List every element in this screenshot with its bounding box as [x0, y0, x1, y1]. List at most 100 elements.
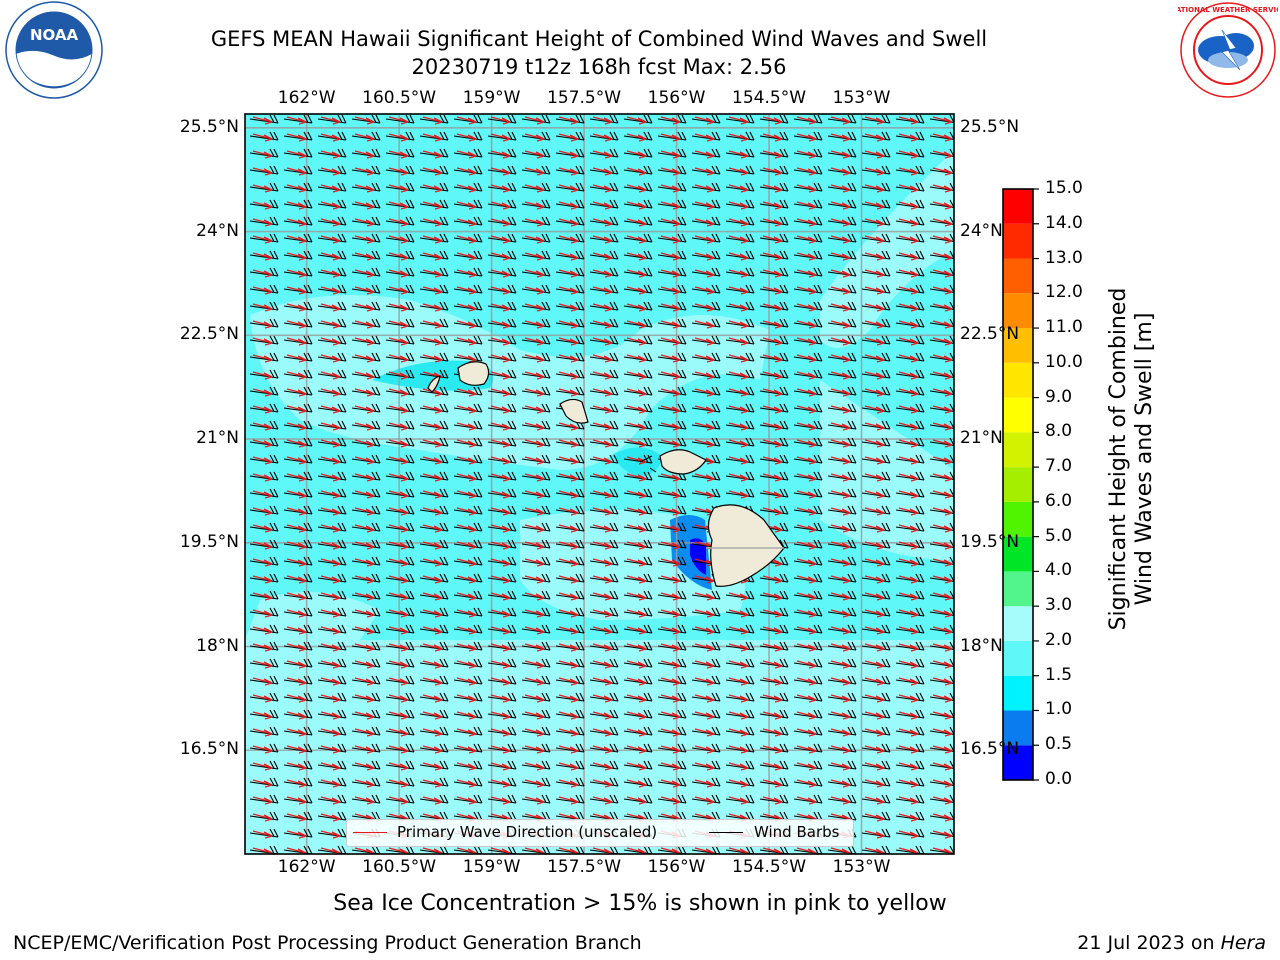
- wind-barb: [589, 233, 619, 243]
- wave-direction-arrow: [456, 337, 477, 346]
- wave-direction-arrow: [456, 677, 477, 686]
- wind-barb: [283, 454, 313, 464]
- wind-barb: [249, 607, 279, 617]
- wind-barb: [351, 182, 381, 192]
- wave-direction-arrow: [932, 524, 953, 533]
- wave-direction-arrow: [524, 201, 545, 210]
- wind-barb: [793, 352, 823, 362]
- wind-barb: [691, 369, 721, 379]
- wind-barb: [555, 386, 585, 396]
- wave-direction-arrow: [422, 694, 443, 703]
- wave-direction-arrow: [660, 184, 681, 193]
- wave-direction-arrow: [524, 796, 545, 805]
- wind-barb: [623, 590, 653, 600]
- wind-barb: [623, 148, 653, 158]
- wind-barb: [827, 352, 857, 362]
- wind-barb: [793, 556, 823, 566]
- wave-direction-arrow: [388, 133, 409, 142]
- wind-barb: [453, 335, 483, 345]
- wave-direction-arrow: [626, 235, 647, 244]
- wave-direction-arrow: [762, 592, 783, 601]
- wave-direction-arrow: [660, 167, 681, 176]
- wave-direction-arrow: [967, 253, 986, 260]
- wave-direction-arrow: [898, 286, 919, 295]
- wave-direction-arrow: [388, 456, 409, 465]
- wave-direction-arrow: [524, 371, 545, 380]
- wave-direction-arrow: [592, 711, 613, 720]
- wind-barb: [283, 590, 313, 600]
- wave-direction-arrow: [728, 762, 749, 771]
- colorbar-segment-16: [1003, 189, 1033, 224]
- wind-barb: [521, 148, 551, 158]
- wind-barb: [657, 369, 687, 379]
- wind-barb: [725, 131, 755, 141]
- wave-direction-arrow: [932, 626, 953, 635]
- wind-barb: [623, 335, 653, 345]
- wind-barb: [283, 165, 313, 175]
- wave-direction-arrow: [864, 745, 885, 754]
- wind-barb: [385, 420, 415, 430]
- wind-barb: [827, 658, 857, 668]
- wave-direction-arrow: [762, 218, 783, 227]
- wind-barb: [351, 148, 381, 158]
- wave-direction-arrow: [660, 320, 681, 329]
- wind-barb: [351, 641, 381, 651]
- wave-direction-arrow: [388, 388, 409, 397]
- wave-direction-arrow: [864, 167, 885, 176]
- wave-direction-arrow: [864, 558, 885, 567]
- wave-direction-arrow: [354, 439, 375, 448]
- wave-direction-arrow: [490, 133, 511, 142]
- colorbar-tick-6: 4.0: [1045, 560, 1073, 581]
- wind-barb: [861, 284, 891, 294]
- wind-barb: [555, 760, 585, 770]
- wave-direction-arrow: [694, 371, 715, 380]
- wind-barb: [657, 199, 687, 209]
- wind-barb: [895, 709, 925, 719]
- wave-direction-arrow: [286, 269, 307, 278]
- wind-barb: [453, 675, 483, 685]
- wave-direction-arrow: [354, 269, 375, 278]
- wind-barb: [827, 573, 857, 583]
- wind-barb: [895, 182, 925, 192]
- wave-direction-arrow: [932, 337, 953, 346]
- wind-barb: [861, 199, 891, 209]
- wave-direction-arrow: [252, 439, 273, 448]
- wind-barb: [964, 302, 992, 310]
- wind-barb: [895, 437, 925, 447]
- wave-direction-arrow: [524, 388, 545, 397]
- wave-direction-arrow: [252, 133, 273, 142]
- wind-barb: [419, 471, 449, 481]
- wave-direction-arrow: [967, 287, 986, 294]
- wind-barb: [453, 386, 483, 396]
- wind-barb: [589, 573, 619, 583]
- wave-direction-arrow: [898, 269, 919, 278]
- wind-barb: [827, 607, 857, 617]
- wave-direction-arrow: [898, 524, 919, 533]
- wave-direction-arrow: [762, 643, 783, 652]
- wind-barb: [249, 709, 279, 719]
- wind-barb: [657, 182, 687, 192]
- wind-barb: [827, 250, 857, 260]
- wind-barb: [521, 590, 551, 600]
- wind-barb: [283, 573, 313, 583]
- wind-barb: [453, 352, 483, 362]
- wave-direction-arrow: [796, 762, 817, 771]
- wind-barb: [283, 505, 313, 515]
- wave-direction-arrow: [354, 184, 375, 193]
- wind-barb: [351, 777, 381, 787]
- wave-direction-arrow: [626, 150, 647, 159]
- wave-direction-arrow: [490, 660, 511, 669]
- colorbar-tick-10: 8.0: [1045, 421, 1073, 442]
- wind-barb: [521, 420, 551, 430]
- wave-direction-arrow: [388, 660, 409, 669]
- wave-direction-arrow: [490, 116, 511, 125]
- wind-barb: [657, 675, 687, 685]
- wind-barb: [249, 743, 279, 753]
- wave-direction-arrow: [524, 286, 545, 295]
- wave-direction-arrow: [762, 133, 783, 142]
- wave-direction-arrow: [728, 286, 749, 295]
- wave-direction-arrow: [558, 796, 579, 805]
- wave-direction-arrow: [388, 320, 409, 329]
- wind-barb: [793, 709, 823, 719]
